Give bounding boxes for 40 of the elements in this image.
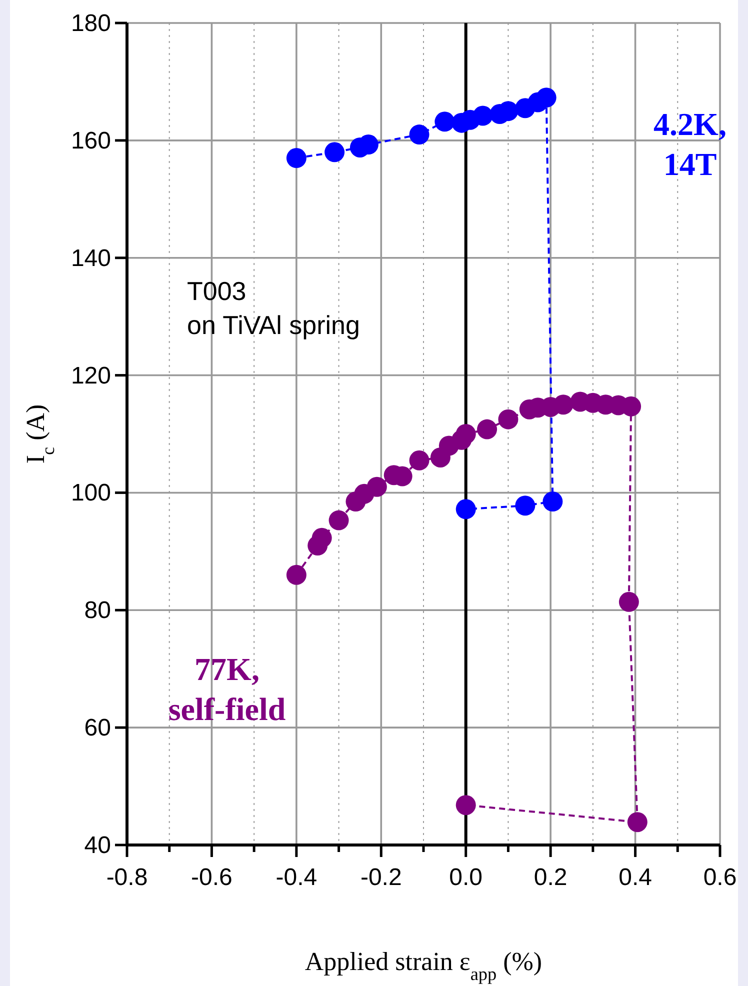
annotation: T003 on TiVAl spring bbox=[187, 276, 360, 340]
point bbox=[456, 795, 476, 816]
y-tick-label: 180 bbox=[70, 10, 111, 37]
y-tick-label: 100 bbox=[70, 480, 111, 507]
x-tick-label: -0.2 bbox=[360, 864, 402, 891]
point bbox=[627, 812, 648, 832]
point bbox=[434, 112, 455, 132]
y-tick-label: 120 bbox=[70, 362, 111, 390]
point bbox=[409, 450, 430, 470]
x-tick-label: 0.4 bbox=[618, 864, 652, 891]
point bbox=[515, 496, 536, 516]
point bbox=[472, 106, 493, 126]
point bbox=[536, 88, 556, 108]
text: 77K, self-field bbox=[168, 651, 286, 727]
point bbox=[366, 476, 387, 497]
y-tick-label: 160 bbox=[70, 127, 111, 154]
x-tick-label: -0.8 bbox=[106, 864, 148, 891]
point bbox=[542, 492, 563, 512]
y-tick-label: 40 bbox=[84, 832, 111, 859]
point bbox=[286, 148, 306, 168]
point bbox=[618, 592, 639, 612]
text: 4.2K, 14T bbox=[654, 106, 726, 182]
point bbox=[477, 419, 498, 440]
y-tick-label: 80 bbox=[84, 597, 111, 624]
x-tick-label: -0.6 bbox=[191, 864, 232, 891]
x-tick-label: 0.6 bbox=[703, 864, 737, 891]
point bbox=[456, 499, 476, 520]
point bbox=[286, 564, 306, 585]
x-axis-title: Applied strain ε$_{app}$ (%) bbox=[304, 947, 542, 984]
x-tick-label: 0.2 bbox=[534, 864, 568, 891]
point bbox=[456, 424, 476, 444]
y-tick-label: 60 bbox=[84, 714, 111, 742]
point bbox=[409, 124, 430, 145]
point bbox=[312, 528, 332, 548]
y-tick-label: 140 bbox=[70, 244, 111, 272]
point bbox=[328, 510, 349, 530]
x-tick-label: 0.0 bbox=[449, 864, 483, 891]
point bbox=[324, 142, 345, 162]
point bbox=[498, 409, 518, 430]
x-tick-label: -0.4 bbox=[276, 864, 318, 891]
